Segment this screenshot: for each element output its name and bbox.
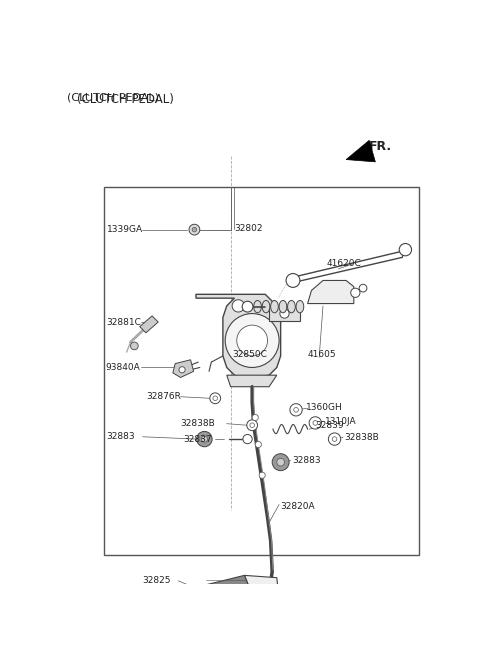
Circle shape xyxy=(252,415,258,420)
Text: FR.: FR. xyxy=(369,140,392,153)
Polygon shape xyxy=(196,295,281,379)
Circle shape xyxy=(192,228,197,232)
Circle shape xyxy=(294,407,299,412)
Circle shape xyxy=(351,288,360,297)
Circle shape xyxy=(250,423,254,428)
Circle shape xyxy=(399,243,411,256)
Circle shape xyxy=(277,459,285,466)
Circle shape xyxy=(189,224,200,235)
Text: 1360GH: 1360GH xyxy=(306,403,343,412)
Circle shape xyxy=(259,472,265,478)
Bar xyxy=(104,186,419,554)
Text: 32883: 32883 xyxy=(106,432,134,441)
Text: (CLUTCH PEDAL): (CLUTCH PEDAL) xyxy=(67,92,159,102)
Ellipse shape xyxy=(262,300,270,313)
Polygon shape xyxy=(269,306,300,321)
Text: 32839: 32839 xyxy=(315,422,344,430)
Circle shape xyxy=(272,454,289,470)
Text: 32876R: 32876R xyxy=(146,392,181,401)
Circle shape xyxy=(328,433,341,445)
Circle shape xyxy=(280,309,289,318)
Ellipse shape xyxy=(271,300,278,313)
Ellipse shape xyxy=(279,300,287,313)
Text: 32820A: 32820A xyxy=(281,502,315,510)
Ellipse shape xyxy=(296,300,304,313)
Text: 93840A: 93840A xyxy=(106,363,141,372)
Circle shape xyxy=(197,432,212,447)
Polygon shape xyxy=(140,316,158,333)
Polygon shape xyxy=(346,140,375,162)
Ellipse shape xyxy=(288,300,295,313)
Text: 1310JA: 1310JA xyxy=(325,417,357,426)
Text: 1339GA: 1339GA xyxy=(108,225,144,234)
Text: 32883: 32883 xyxy=(292,456,321,465)
Polygon shape xyxy=(202,575,258,616)
Circle shape xyxy=(359,284,367,292)
Polygon shape xyxy=(244,575,281,614)
Circle shape xyxy=(242,301,253,312)
Circle shape xyxy=(313,420,318,425)
Circle shape xyxy=(237,325,267,356)
Circle shape xyxy=(131,342,138,350)
Circle shape xyxy=(213,396,217,401)
Text: 32825: 32825 xyxy=(142,576,170,585)
Circle shape xyxy=(286,274,300,287)
Text: (CLUTCH PEDAL): (CLUTCH PEDAL) xyxy=(77,92,173,106)
Polygon shape xyxy=(308,281,354,304)
Text: 32838B: 32838B xyxy=(180,419,216,428)
Text: 32881C: 32881C xyxy=(106,318,141,327)
Circle shape xyxy=(247,420,258,430)
Polygon shape xyxy=(173,359,193,377)
Circle shape xyxy=(232,300,244,312)
Ellipse shape xyxy=(254,300,262,313)
Circle shape xyxy=(201,436,207,442)
Circle shape xyxy=(332,437,337,441)
Polygon shape xyxy=(227,375,277,387)
Text: 32802: 32802 xyxy=(234,224,263,234)
Circle shape xyxy=(255,441,262,447)
Text: 32850C: 32850C xyxy=(232,350,267,359)
Text: 41605: 41605 xyxy=(308,350,336,359)
Circle shape xyxy=(210,393,221,403)
Circle shape xyxy=(290,403,302,416)
Text: 32838B: 32838B xyxy=(345,433,379,442)
Text: 41620C: 41620C xyxy=(327,259,361,268)
Circle shape xyxy=(309,417,322,429)
Circle shape xyxy=(225,314,279,367)
Circle shape xyxy=(179,367,185,373)
Circle shape xyxy=(243,434,252,443)
Text: 32837: 32837 xyxy=(183,434,212,443)
